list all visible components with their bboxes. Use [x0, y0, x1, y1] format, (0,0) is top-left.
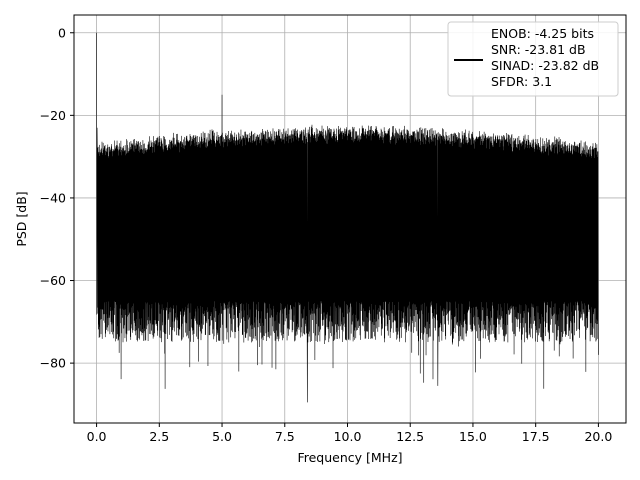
- y-tick-label: −80: [40, 356, 66, 371]
- x-tick-label: 2.5: [149, 429, 169, 444]
- y-tick-label: −20: [40, 108, 66, 123]
- x-tick-label: 20.0: [584, 429, 612, 444]
- plot-area: [96, 32, 599, 403]
- legend-entry-snr: SNR: -23.81 dB: [491, 42, 586, 57]
- axes-frame: [73, 14, 627, 424]
- y-axis-label: PSD [dB]: [14, 191, 29, 246]
- y-tick-label: −40: [40, 190, 66, 205]
- legend-entry-sinad: SINAD: -23.82 dB: [491, 58, 599, 73]
- x-axis-label: Frequency [MHz]: [297, 450, 402, 465]
- x-tick-label: 5.0: [212, 429, 232, 444]
- y-tick-label: −60: [40, 273, 66, 288]
- y-axis-ticks: 0 −20 −40 −60 −80: [40, 25, 74, 371]
- legend: ENOB: -4.25 bits SNR: -23.81 dB SINAD: -…: [447, 21, 619, 97]
- x-tick-label: 15.0: [459, 429, 487, 444]
- x-tick-label: 10.0: [334, 429, 362, 444]
- x-tick-label: 12.5: [396, 429, 424, 444]
- x-tick-label: 7.5: [275, 429, 295, 444]
- legend-entry-sfdr: SFDR: 3.1: [491, 74, 552, 89]
- x-tick-label: 17.5: [522, 429, 550, 444]
- x-tick-label: 0.0: [87, 429, 107, 444]
- y-tick-label: 0: [58, 25, 66, 40]
- legend-entry-enob: ENOB: -4.25 bits: [491, 26, 594, 41]
- legend-box: [447, 21, 619, 97]
- x-axis-ticks: 0.0 2.5 5.0 7.5 10.0 12.5 15.0 17.5 20.0: [87, 423, 612, 444]
- psd-trace: [96, 32, 599, 403]
